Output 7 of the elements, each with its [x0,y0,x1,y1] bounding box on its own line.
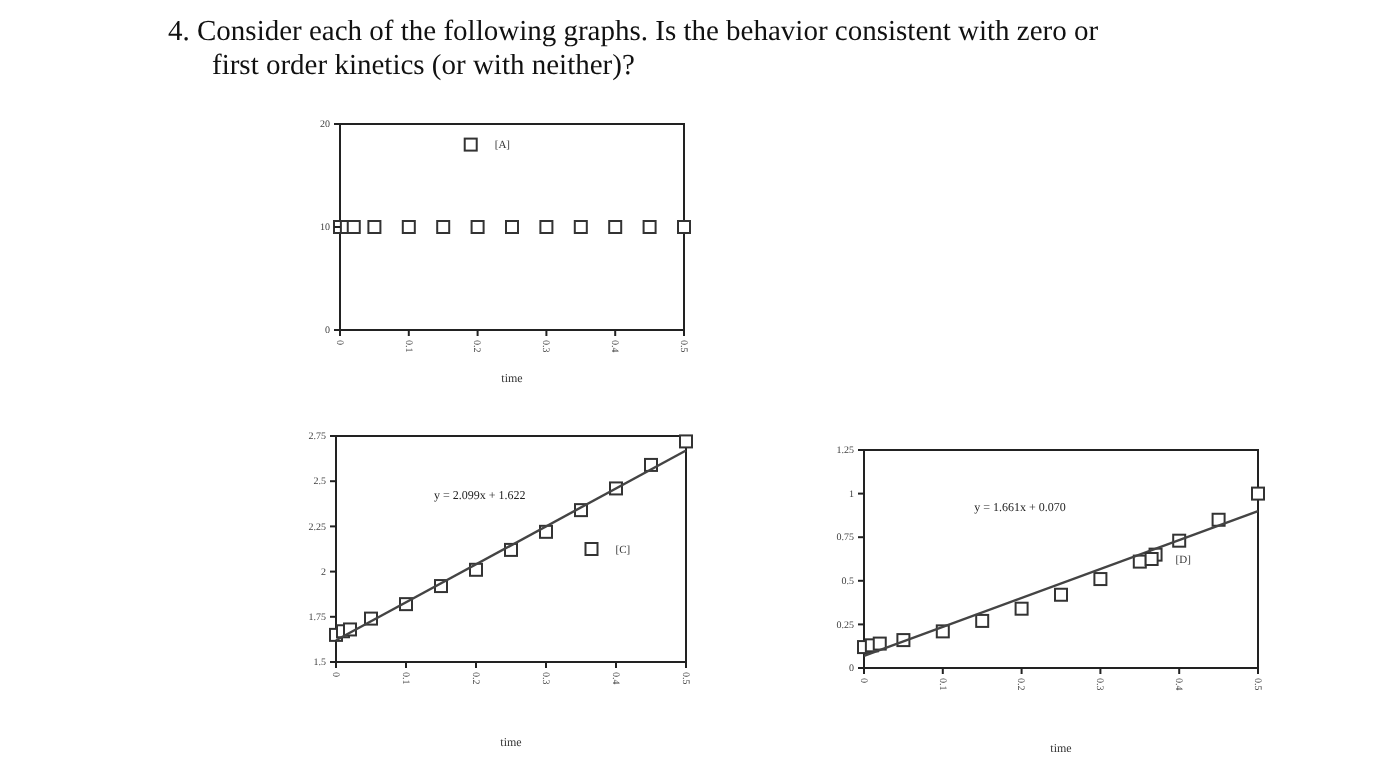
point [975,613,990,628]
point [1014,601,1029,616]
point [1251,486,1265,501]
chart-title: 4. Consider each of the following graphs. Is the behavior consistent with zero or first order kinetics (or with neither)? [168,16,1099,82]
point [679,434,693,449]
point [1093,572,1108,587]
point [1054,587,1068,602]
